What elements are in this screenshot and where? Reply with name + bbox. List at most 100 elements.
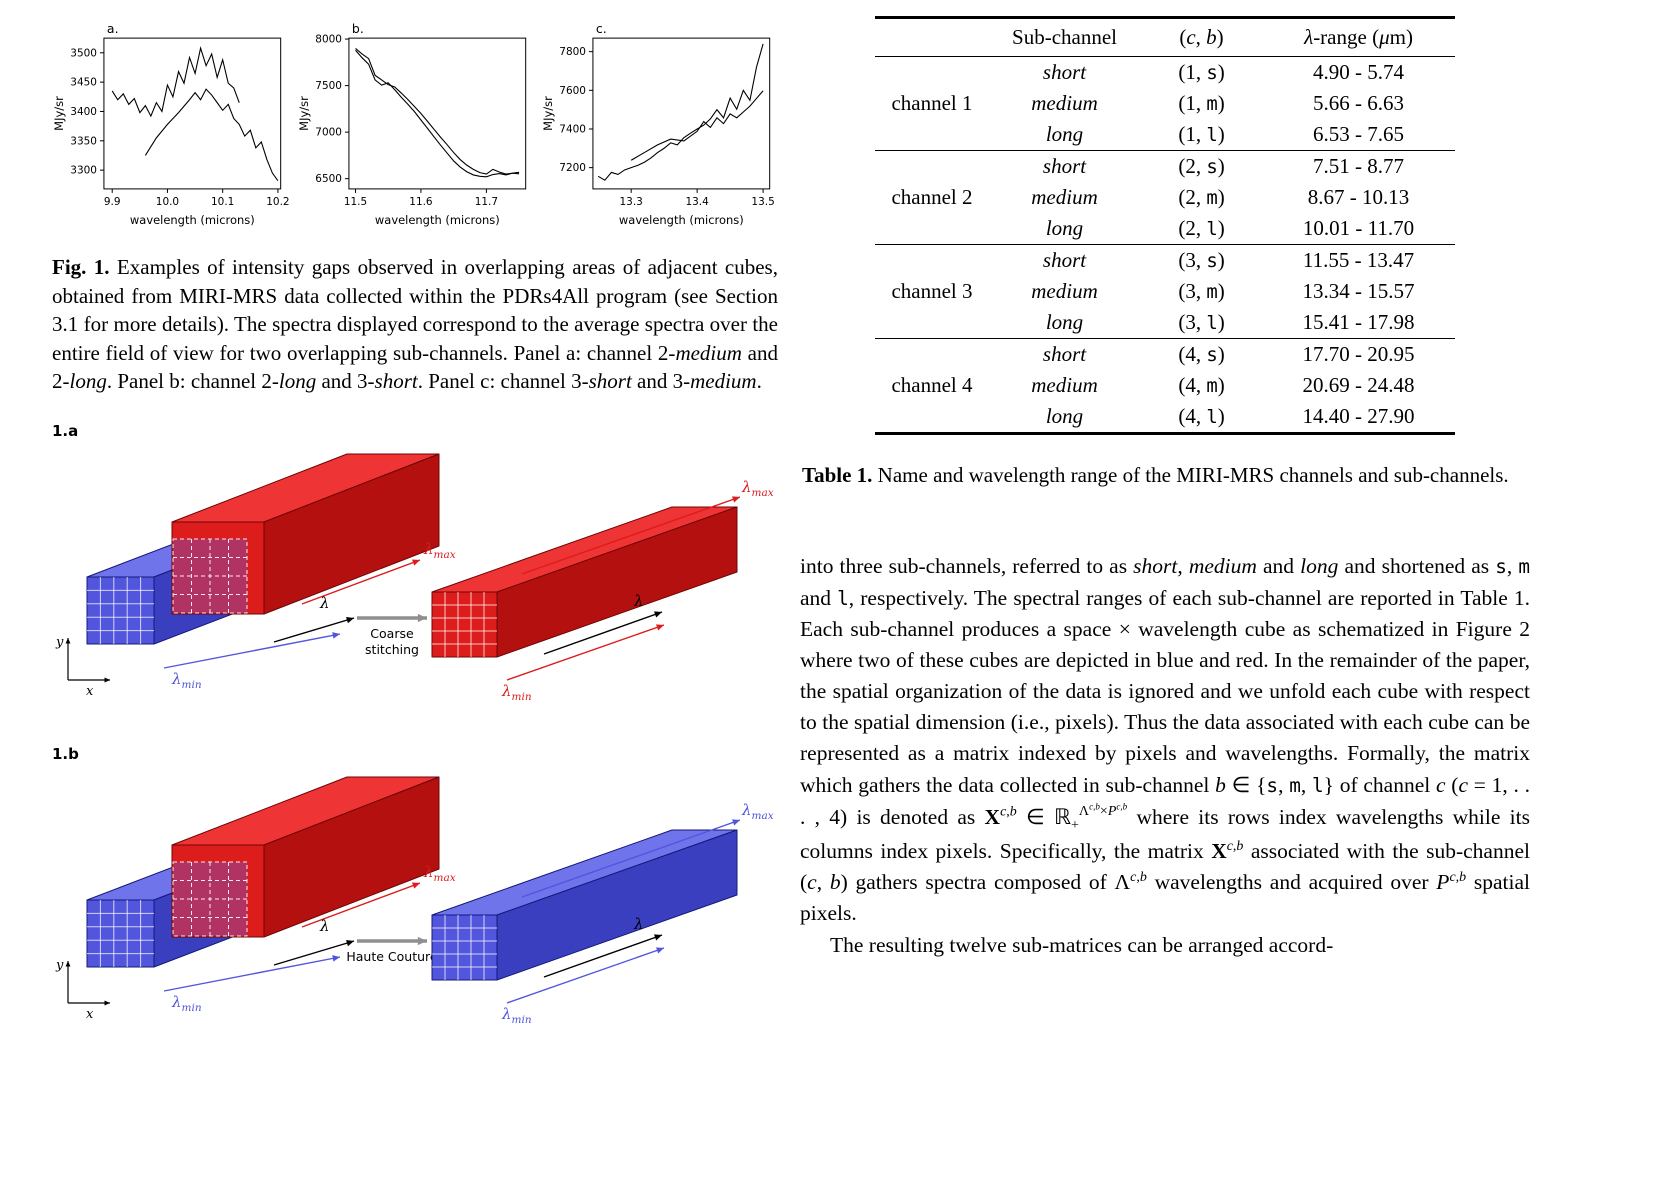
x-tick-label: 11.6	[409, 196, 432, 208]
subchannel-code: (1, l)	[1140, 119, 1263, 151]
table-row: channel 1 short (1, s) 4.90 - 5.74	[875, 56, 1454, 151]
subchannel-code: (1, m)	[1178, 91, 1225, 115]
col-header-channel	[875, 17, 989, 57]
y-tick-label: 6500	[315, 173, 342, 185]
wavelength-range: 15.41 - 17.98	[1262, 307, 1455, 339]
subchannel-name: short	[1042, 248, 1087, 272]
x-tick-label: 9.9	[104, 196, 121, 208]
y-tick-label: 3500	[70, 47, 97, 59]
spectrum-plot-a: 3300 3350 3400 3450 3500 9.9 10.0 10.1 10.2 a. wav…	[52, 22, 289, 227]
y-tick-label: 3350	[70, 135, 97, 147]
table-row: channel 2 short (2, s) 7.51 - 8.77	[875, 150, 1454, 245]
subchannel-code: (4, s)	[1178, 342, 1225, 366]
subchannel-code: (4, l)	[1178, 404, 1225, 428]
channel-name: channel 4	[875, 338, 989, 434]
y-tick-label: 3400	[70, 106, 97, 118]
col-header-lambda-range: λ-range (μm)	[1262, 17, 1455, 57]
right-column: Sub-channel (c, b) λ-range (μm) channel …	[800, 16, 1530, 961]
lambda-label: λ	[633, 915, 644, 933]
subchannel-name: long	[988, 307, 1141, 339]
panel-letter: c.	[596, 22, 607, 36]
subchannel-name: short	[1042, 154, 1087, 178]
subchannel-name: long	[1045, 404, 1084, 428]
body-paragraph: into three sub-channels, referred to as …	[800, 554, 1531, 926]
lambda-max-label: λmax	[423, 863, 456, 884]
overlap-region	[172, 538, 248, 614]
wavelength-range: 4.90 - 5.74	[1313, 60, 1405, 84]
x-tick-label: 10.2	[266, 196, 288, 208]
wavelength-range: 6.53 - 7.65	[1262, 119, 1455, 151]
y-tick-label: 3300	[70, 165, 97, 177]
table-row: channel 4 short (4, s) 17.70 - 20.95	[875, 338, 1454, 434]
subchannel-name: long	[988, 213, 1141, 245]
x-axis-label: wavelength (microns)	[130, 213, 255, 227]
method-label: stitching	[365, 642, 419, 657]
method-label: Haute Couture	[346, 949, 438, 964]
subchannel-name: medium	[1031, 279, 1098, 303]
channel-name: channel 1	[875, 56, 989, 151]
subchannel-code: (3, m)	[1178, 279, 1225, 303]
subchannel-name: short	[1042, 60, 1087, 84]
table-row: medium (1, m) 5.66 - 6.63	[875, 88, 1454, 119]
figure1-caption: Fig. 1. Examples of intensity gaps obser…	[52, 255, 778, 394]
figure1-plots: 3300 3350 3400 3450 3500 9.9 10.0 10.1 10.2 a. wav…	[52, 22, 778, 229]
table-row: medium (3, m) 13.34 - 15.57	[875, 276, 1454, 307]
subchannel-name: long	[988, 119, 1141, 151]
subchannel-name: medium	[1031, 91, 1098, 115]
y-axis-label: y	[55, 635, 64, 650]
col-header-cb: (c, b)	[1140, 17, 1263, 57]
wavelength-range: 5.66 - 6.63	[1313, 91, 1405, 115]
channels-table: Sub-channel (c, b) λ-range (μm) channel …	[875, 16, 1455, 435]
table-row: long (2, l) 10.01 - 11.70	[875, 213, 1455, 245]
x-axis-label: wavelength (microns)	[619, 213, 744, 227]
x-tick-label: 11.7	[474, 196, 497, 208]
method-label: Coarse	[370, 626, 414, 641]
subchannel-code: (4, m)	[1178, 373, 1225, 397]
y-tick-label: 7400	[560, 123, 587, 135]
table-header-row: Sub-channel (c, b) λ-range (μm)	[875, 17, 1455, 57]
channel-name: channel 2	[875, 150, 989, 245]
x-tick-label: 10.0	[156, 196, 179, 208]
x-axis-label: x	[86, 684, 94, 699]
subchannel-code: (2, s)	[1178, 154, 1225, 178]
x-tick-label: 10.1	[211, 196, 234, 208]
subchannel-name: medium	[1031, 373, 1098, 397]
y-tick-label: 7800	[560, 46, 587, 58]
lambda-min-label: λmin	[171, 670, 202, 691]
subchannel-code: (2, l)	[1140, 213, 1263, 245]
col-header-subchannel: Sub-channel	[988, 17, 1141, 57]
lambda-min-label: λmin	[501, 682, 532, 703]
table1-caption: Table 1. Name and wavelength range of th…	[802, 463, 1509, 487]
subchannel-code: (3, s)	[1178, 248, 1225, 272]
y-axis-label: y	[55, 958, 64, 973]
lambda-min-label: λmin	[501, 1005, 532, 1026]
subchannel-code: (2, m)	[1178, 185, 1225, 209]
y-tick-label: 7000	[315, 127, 342, 139]
table-row: long (1, l) 6.53 - 7.65	[875, 119, 1455, 151]
figure2a: 1.a λmax λ λmin y x Coarse stitching λmax λ λmin	[52, 422, 778, 719]
wavelength-range: 13.34 - 15.57	[1302, 279, 1415, 303]
figure2b-drawing: λmax λ λmin y x Haute Couture λmax λ λmin	[55, 776, 774, 1026]
figure2b: 1.b λmax λ λmin y x Haute Couture λmax λ λmin	[52, 745, 778, 1042]
y-axis-label: MJy/sr	[541, 96, 555, 131]
y-axis-label: MJy/sr	[52, 96, 66, 131]
y-tick-label: 7200	[560, 162, 587, 174]
table-row: channel 3 short (3, s) 11.55 - 13.47	[875, 244, 1454, 339]
table-row: medium (2, m) 8.67 - 10.13	[875, 182, 1454, 213]
wavelength-range: 11.55 - 13.47	[1302, 248, 1415, 272]
channel-name: channel 3	[875, 244, 989, 339]
wavelength-range: 20.69 - 24.48	[1302, 373, 1415, 397]
x-axis-label: x	[86, 1007, 94, 1022]
table-row: long (3, l) 15.41 - 17.98	[875, 307, 1455, 339]
subchannel-code: (3, l)	[1140, 307, 1263, 339]
x-tick-label: 13.3	[620, 196, 643, 208]
subchannel-name: short	[1042, 342, 1087, 366]
lambda-min-label: λmin	[171, 993, 202, 1014]
lambda-label: λ	[319, 917, 330, 935]
table-row: medium (4, m) 20.69 - 24.48	[875, 370, 1454, 401]
figure2b-label: 1.b	[52, 744, 79, 763]
x-axis-label: wavelength (microns)	[375, 213, 500, 227]
wavelength-range: 17.70 - 20.95	[1302, 342, 1415, 366]
lambda-max-label: λmax	[741, 478, 774, 499]
